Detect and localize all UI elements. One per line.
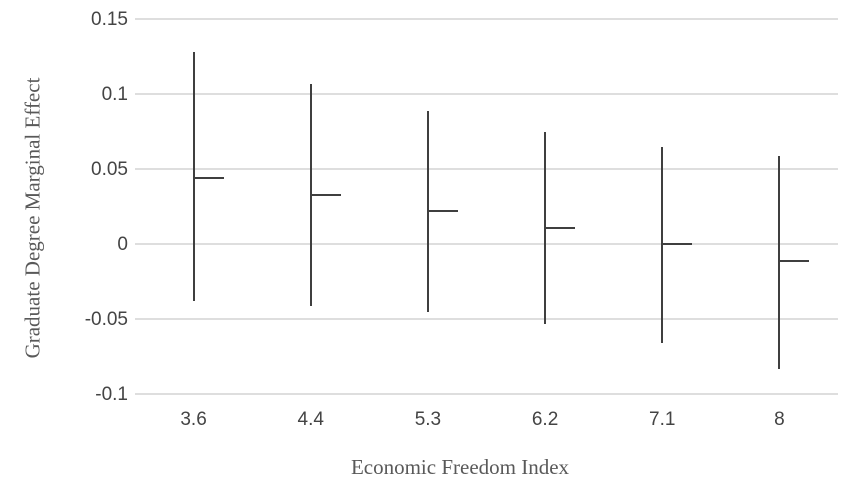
x-tick-label: 7.1	[649, 409, 676, 430]
confidence-interval-bar	[192, 52, 195, 301]
x-axis-title: Economic Freedom Index	[350, 455, 570, 479]
y-tick-label: 0.15	[91, 9, 128, 30]
y-tick-label: 0.05	[91, 159, 128, 180]
x-tick-label: 5.3	[414, 409, 442, 430]
plot-area	[135, 18, 838, 395]
gridline	[135, 318, 838, 320]
y-tick-label: 0	[117, 234, 128, 255]
point-estimate-tick	[310, 193, 341, 196]
point-estimate-tick	[545, 226, 576, 229]
x-tick-label: 3.6	[180, 409, 207, 430]
gridline	[135, 393, 838, 395]
x-tick-label: 8	[774, 409, 785, 430]
confidence-interval-bar	[778, 155, 781, 369]
gridline	[135, 168, 838, 170]
y-tick-label: -0.1	[95, 384, 128, 405]
gridline	[135, 93, 838, 95]
y-tick-label: 0.1	[101, 84, 128, 105]
point-estimate-tick	[427, 210, 458, 212]
x-tick-label: 4.4	[297, 409, 324, 430]
gridline	[135, 243, 838, 245]
point-estimate-tick	[662, 243, 693, 245]
gridline	[135, 18, 838, 20]
point-estimate-tick	[193, 177, 224, 179]
x-tick-label: 6.2	[531, 409, 559, 430]
y-tick-label: -0.05	[84, 309, 128, 330]
point-estimate-tick	[779, 259, 810, 262]
